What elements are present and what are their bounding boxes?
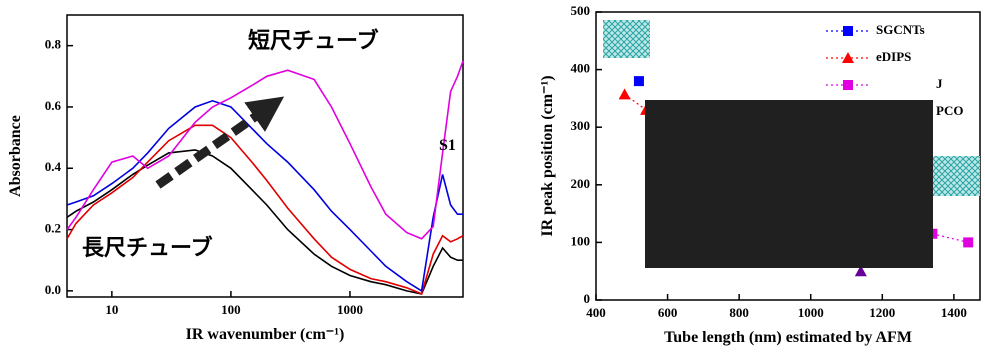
x-tick-label: 1200 (869, 305, 895, 320)
annotation: 長尺チューブ (82, 235, 213, 261)
spectrum-line (66, 99, 463, 293)
x-tick-label: 800 (729, 305, 749, 320)
x-axis-label: Tube length (nm) estimated by AFM (664, 329, 912, 346)
legend-marker (842, 52, 854, 63)
x-tick-label: 100 (221, 302, 241, 317)
y-tick-label: 0 (584, 291, 591, 306)
annotation: 短尺チューブ (248, 28, 379, 54)
redaction-box (645, 100, 933, 268)
x-tick-label: 1000 (798, 305, 824, 320)
point (618, 88, 631, 100)
y-tick-label: 200 (571, 176, 591, 191)
spectrum-line (66, 60, 464, 240)
tube-image (603, 20, 650, 58)
y-tick-label: 300 (571, 118, 591, 133)
y-tick-label: 400 (571, 61, 591, 76)
point (963, 237, 974, 248)
legend-label: SGCNTs (876, 22, 925, 37)
spectrum-line (66, 124, 464, 295)
x-tick-label: 600 (658, 305, 678, 320)
plot-frame (66, 14, 464, 298)
trend-arrow (155, 96, 285, 189)
y-axis-label: Absorbance (7, 115, 24, 197)
y-tick-label: 0.8 (45, 37, 62, 52)
y-tick-label: 500 (571, 3, 591, 18)
x-tick-label: 1000 (337, 302, 363, 317)
x-tick-label: 1400 (941, 305, 967, 320)
legend-marker (843, 26, 853, 36)
y-tick-label: 0.6 (45, 98, 62, 113)
x-tick-label: 400 (586, 305, 606, 320)
absorbance-chart: 10 100 1000 0.0 0.2 0.4 0.6 0.8 IR wavenumber (c… (7, 14, 464, 343)
tube-image (933, 156, 980, 196)
legend-label: PCO (936, 103, 963, 118)
legend-label: J (936, 76, 943, 91)
x-axis-label: IR wavenumber (cm⁻¹) (186, 326, 345, 343)
y-axis-label: IR peak position (cm⁻¹) (539, 75, 556, 236)
y-tick-label: 0.0 (45, 282, 61, 297)
y-tick-label: 0.2 (45, 221, 61, 236)
y-tick-label: 100 (571, 233, 591, 248)
series-line (932, 233, 969, 243)
legend-label: eDIPS (876, 49, 911, 64)
y-tick-label: 0.4 (45, 159, 62, 174)
x-tick-label: 10 (105, 302, 118, 317)
legend-marker (843, 80, 853, 90)
annotation: S1 (439, 137, 456, 154)
spectrum-line (66, 149, 463, 295)
point (854, 265, 867, 277)
peak-chart: 400 600 800 1000 1200 1400 0 100 200 300 400 500 Tub… (539, 3, 981, 346)
point (633, 76, 644, 87)
